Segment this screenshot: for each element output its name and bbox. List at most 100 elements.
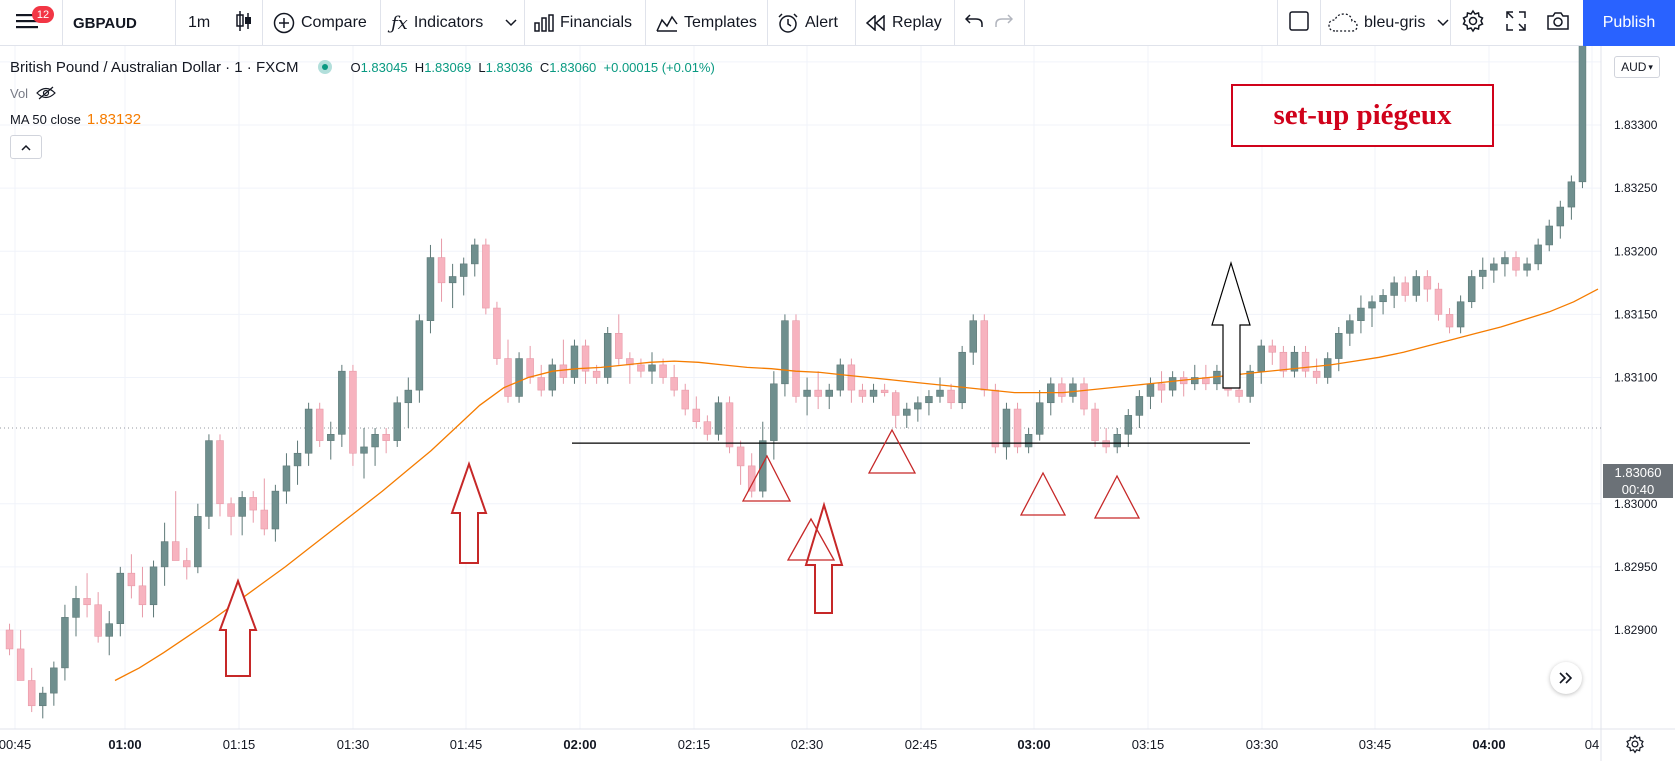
candle-body bbox=[1490, 263, 1498, 271]
candle-body bbox=[1024, 434, 1033, 448]
triangle-5 bbox=[1093, 474, 1141, 519]
candle-body bbox=[1301, 351, 1310, 372]
candle-body bbox=[725, 402, 734, 448]
redo-button[interactable] bbox=[995, 0, 1014, 46]
candle-body bbox=[1357, 307, 1365, 321]
candle-body bbox=[1002, 408, 1011, 448]
candle-body bbox=[171, 541, 180, 561]
fullscreen-button[interactable] bbox=[1505, 0, 1527, 46]
time-tick-label: 02:30 bbox=[791, 737, 824, 752]
publish-button[interactable]: Publish bbox=[1583, 0, 1675, 46]
layout-name-button[interactable]: bleu-gris bbox=[1328, 0, 1449, 46]
price-tick-label: 1.83100 bbox=[1614, 371, 1658, 385]
candle-body bbox=[426, 257, 435, 321]
candle-body bbox=[149, 566, 158, 606]
price-chart[interactable]: 1.833501.833001.832501.832001.831501.831… bbox=[0, 46, 1675, 761]
candle-body bbox=[714, 402, 723, 435]
chevron-down-icon: ▾ bbox=[1648, 61, 1653, 72]
fullscreen-layout-button[interactable] bbox=[1288, 0, 1310, 46]
symbol-title[interactable]: British Pound / Australian Dollar · 1 · … bbox=[10, 58, 299, 76]
annotation-text-box[interactable]: set-up piégeux bbox=[1231, 84, 1494, 147]
collapse-legend-button[interactable] bbox=[10, 135, 42, 159]
candle-body bbox=[1556, 206, 1565, 227]
interval-button[interactable]: 1m bbox=[188, 14, 211, 31]
candle-body bbox=[1501, 257, 1509, 265]
candle-body bbox=[393, 402, 401, 441]
candle-body bbox=[991, 389, 1000, 448]
candle-body bbox=[349, 370, 357, 454]
screenshot-button[interactable] bbox=[1546, 0, 1570, 46]
market-status-icon bbox=[318, 60, 333, 74]
eye-hidden-icon[interactable] bbox=[36, 86, 56, 100]
alarm-clock-icon bbox=[777, 12, 799, 34]
candle-body bbox=[304, 408, 313, 454]
undo-button[interactable] bbox=[964, 0, 983, 46]
candle-body bbox=[1257, 345, 1265, 372]
templates-button[interactable]: Templates bbox=[656, 0, 757, 46]
currency-scale-button[interactable]: AUD ▾ bbox=[1614, 56, 1660, 78]
financials-button[interactable]: Financials bbox=[534, 0, 632, 46]
chart-settings-corner-button[interactable] bbox=[1622, 733, 1648, 759]
compare-label: Compare bbox=[301, 14, 367, 31]
candle-body bbox=[858, 389, 867, 397]
time-tick-label: 03:00 bbox=[1017, 737, 1050, 752]
cloud-icon bbox=[1328, 13, 1358, 33]
candle-body bbox=[515, 358, 523, 397]
chevron-down-icon bbox=[1437, 14, 1449, 32]
replay-button[interactable]: Replay bbox=[866, 0, 942, 46]
candle-body bbox=[1113, 434, 1121, 448]
candle-body bbox=[1102, 440, 1110, 448]
candle-body bbox=[1467, 276, 1476, 303]
price-tick-label: 1.83250 bbox=[1614, 181, 1658, 195]
candle-body bbox=[1456, 301, 1465, 328]
candle-body bbox=[27, 680, 36, 707]
candle-body bbox=[194, 516, 202, 568]
candle-body bbox=[116, 572, 125, 624]
candle-body bbox=[360, 446, 368, 454]
candle-body bbox=[936, 389, 944, 397]
scroll-to-realtime-button[interactable] bbox=[1550, 662, 1582, 694]
settings-button[interactable] bbox=[1461, 0, 1485, 46]
alert-button[interactable]: Alert bbox=[777, 0, 838, 46]
candle-body bbox=[138, 585, 147, 606]
candle-body bbox=[382, 434, 390, 441]
candle-body bbox=[1312, 370, 1321, 378]
plus-circle-icon bbox=[273, 12, 295, 34]
price-tick-label: 1.83300 bbox=[1614, 118, 1658, 132]
time-tick-label: 01:15 bbox=[223, 737, 256, 752]
candle-body bbox=[736, 446, 745, 467]
candle-body bbox=[205, 440, 213, 517]
redo-icon bbox=[995, 13, 1014, 33]
candle-body bbox=[160, 541, 169, 568]
candle-body bbox=[770, 383, 778, 441]
symbol-search-button[interactable]: GBPAUD bbox=[73, 14, 137, 32]
candle-body bbox=[592, 370, 601, 378]
candle-body bbox=[282, 465, 291, 492]
indicators-dropdown-button[interactable] bbox=[505, 0, 517, 46]
candle-body bbox=[537, 377, 545, 391]
chevron-up-icon bbox=[21, 140, 31, 154]
candle-body bbox=[50, 667, 58, 694]
candle-body bbox=[448, 276, 457, 284]
annotation-drawings bbox=[218, 428, 1141, 677]
candle-body bbox=[670, 377, 678, 391]
candle-body bbox=[105, 623, 113, 637]
candle-body bbox=[1124, 415, 1133, 435]
candle-body bbox=[825, 389, 833, 397]
ma-indicator-label[interactable]: MA 50 close bbox=[10, 111, 81, 127]
candle-body bbox=[227, 503, 235, 517]
volume-indicator-label[interactable]: Vol bbox=[10, 85, 29, 101]
candle-body bbox=[415, 320, 424, 391]
candle-body bbox=[493, 307, 501, 359]
candle-body bbox=[1346, 320, 1354, 334]
candle-body bbox=[548, 364, 557, 391]
candle-body bbox=[1157, 383, 1166, 391]
indicators-button[interactable]: ƒx Indicators bbox=[391, 0, 483, 46]
candle-body bbox=[570, 345, 579, 378]
menu-button[interactable] bbox=[16, 0, 38, 46]
candle-body bbox=[1379, 295, 1387, 303]
candle-body bbox=[781, 320, 789, 385]
candle-body bbox=[914, 402, 922, 410]
compare-button[interactable]: Compare bbox=[273, 0, 367, 46]
chart-type-button[interactable] bbox=[234, 0, 254, 46]
